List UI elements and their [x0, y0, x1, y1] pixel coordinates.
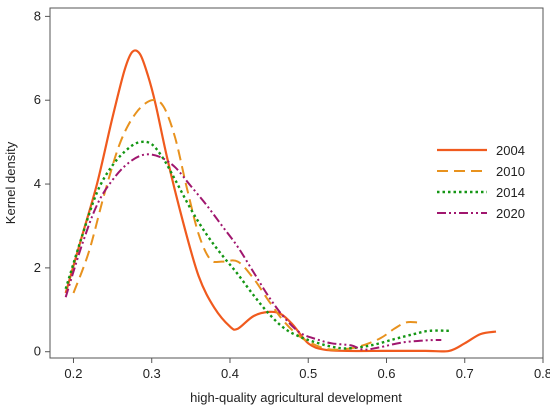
series-line-2004 — [64, 49, 497, 353]
x-tick-label: 0.4 — [221, 366, 239, 381]
y-tick-label: 6 — [34, 92, 41, 107]
x-tick-label: 0.7 — [456, 366, 474, 381]
plot-frame — [49, 7, 544, 359]
y-tick-label: 2 — [34, 260, 41, 275]
x-tick-label: 0.2 — [64, 366, 82, 381]
series-line-2010 — [72, 98, 418, 351]
legend-label-2014: 2014 — [496, 185, 525, 200]
series-line-2014 — [64, 140, 450, 350]
legend-label-2010: 2010 — [496, 164, 525, 179]
legend-label-2020: 2020 — [496, 206, 525, 221]
legend: 2004 2010 2014 2020 — [437, 143, 525, 221]
x-tick-label: 0.8 — [534, 366, 550, 381]
x-tick-label: 0.6 — [377, 366, 395, 381]
y-tick-label: 0 — [34, 344, 41, 359]
y-tick-label: 4 — [34, 176, 41, 191]
y-tick-label: 8 — [34, 8, 41, 23]
y-axis-title: Kernel density — [3, 141, 18, 224]
x-tick-label: 0.5 — [299, 366, 317, 381]
legend-label-2004: 2004 — [496, 143, 525, 158]
x-axis-title: high-quality agricultural development — [190, 390, 402, 405]
axis-ticks: 0.2 0.3 0.4 0.5 0.6 0.7 0.8 0 2 4 6 8 — [34, 8, 550, 381]
series-lines — [64, 49, 497, 353]
x-tick-label: 0.3 — [143, 366, 161, 381]
